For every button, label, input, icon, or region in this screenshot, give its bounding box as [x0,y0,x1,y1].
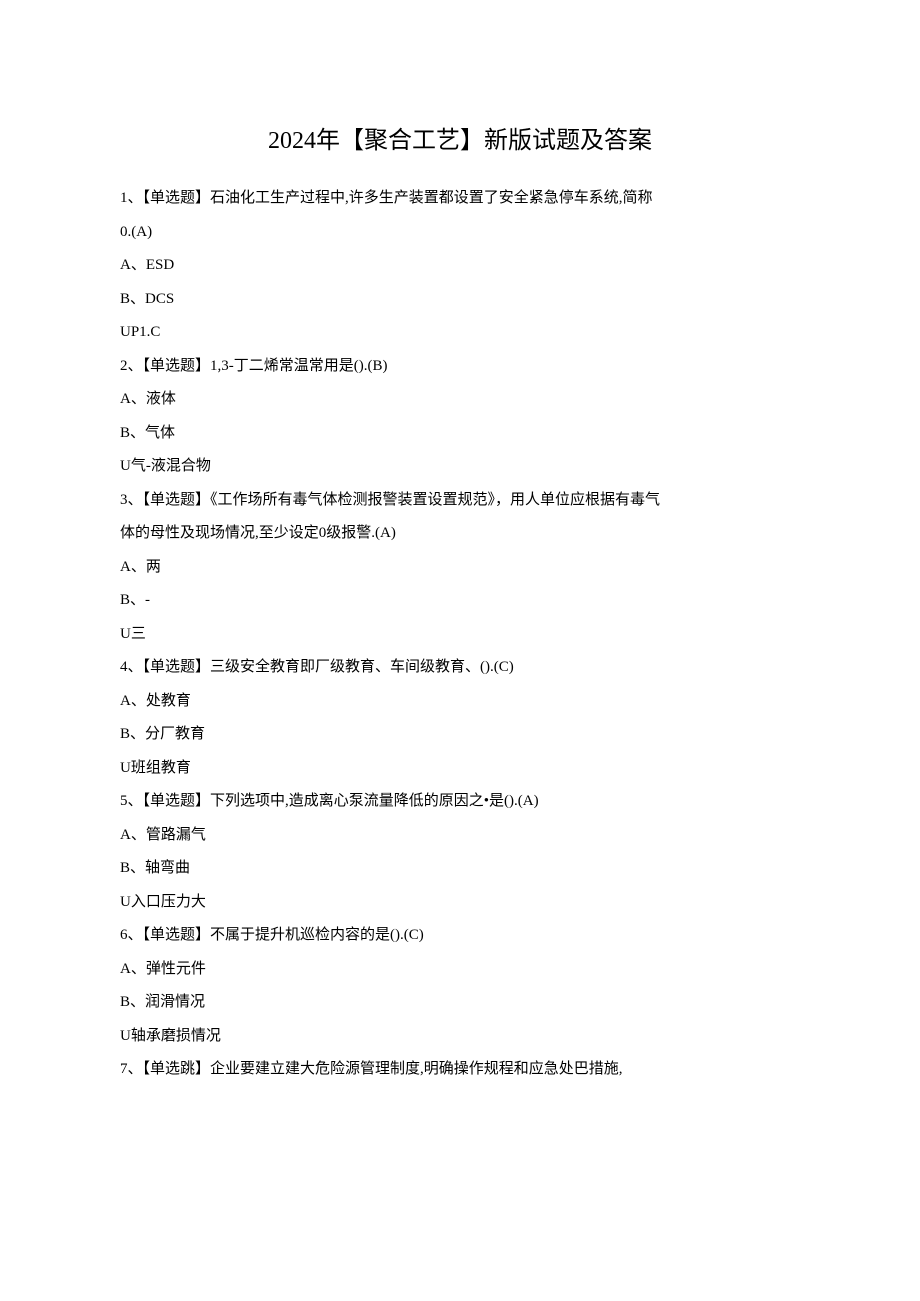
option-text: U三 [120,619,800,651]
question-text: 6、【单选题】不属于提升机巡检内容的是().(C) [120,920,800,952]
option-text: B、分厂教育 [120,719,800,751]
question-text: 1、【单选题】石油化工生产过程中,许多生产装置都设置了安全紧急停车系统,简称 [120,183,800,215]
page-title: 2024年【聚合工艺】新版试题及答案 [120,120,800,155]
option-text: U轴承磨损情况 [120,1021,800,1053]
question-text-cont: 体的母性及现场情况,至少设定0级报警.(A) [120,518,800,550]
option-text: U气-液混合物 [120,451,800,483]
question-text: 4、【单选题】三级安全教育即厂级教育、车间级教育、().(C) [120,652,800,684]
option-text: A、液体 [120,384,800,416]
option-text: B、DCS [120,284,800,316]
option-text: A、处教育 [120,686,800,718]
option-text: A、ESD [120,250,800,282]
question-text: 7、【单选跳】企业要建立建大危险源管理制度,明确操作规程和应急处巴措施, [120,1054,800,1086]
question-text: 3、【单选题】《工作场所有毒气体检测报警装置设置规范》，用人单位应根据有毒气 [120,485,800,517]
option-text: A、管路漏气 [120,820,800,852]
option-text: B、润滑情况 [120,987,800,1019]
option-text: A、两 [120,552,800,584]
option-text: B、轴弯曲 [120,853,800,885]
question-text: 2、【单选题】1,3-丁二烯常温常用是().(B) [120,351,800,383]
option-text: U入口压力大 [120,887,800,919]
option-text: A、弹性元件 [120,954,800,986]
option-text: B、- [120,585,800,617]
question-text-cont: 0.(A) [120,217,800,249]
option-text: UP1.C [120,317,800,349]
option-text: U班组教育 [120,753,800,785]
question-text: 5、【单选题】下列选项中,造成离心泵流量降低的原因之•是().(A) [120,786,800,818]
question-list: 1、【单选题】石油化工生产过程中,许多生产装置都设置了安全紧急停车系统,简称0.… [120,183,800,1086]
option-text: B、气体 [120,418,800,450]
